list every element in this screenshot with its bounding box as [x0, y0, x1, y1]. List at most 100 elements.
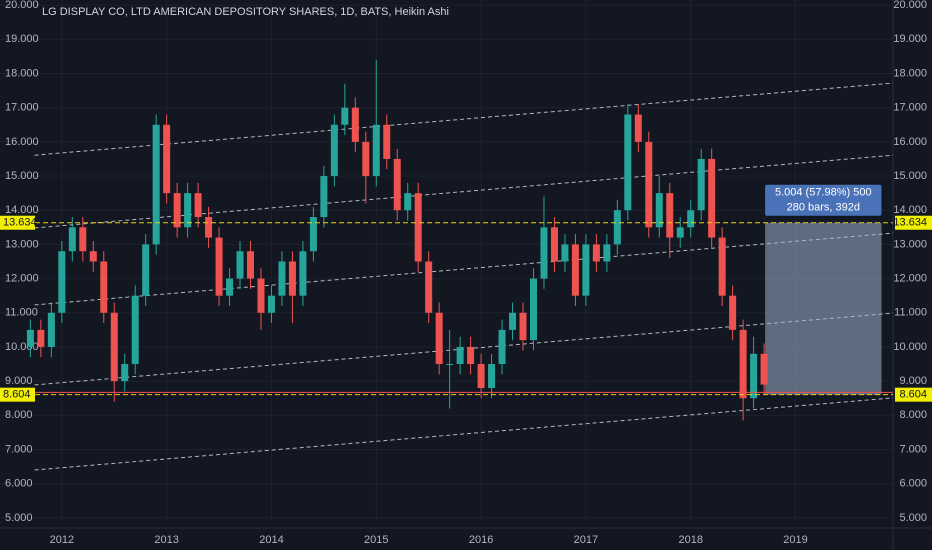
y-tick-label: 5.000: [5, 512, 33, 524]
candle-body: [634, 114, 642, 142]
price-label-bg: [0, 387, 35, 402]
candle-body: [47, 312, 55, 347]
measure-label: 280 bars, 392d: [787, 202, 860, 214]
y-tick-label: 16.000: [5, 136, 39, 148]
price-label: 8.604: [3, 389, 31, 401]
y-tick-label: 12.000: [5, 272, 39, 284]
price-label-bg-right: [895, 215, 932, 230]
candle-body: [299, 251, 307, 296]
candle-body: [26, 329, 34, 347]
candle-body: [582, 244, 590, 296]
trend-line: [34, 397, 894, 471]
y-tick-label-right: 18.000: [893, 67, 927, 79]
x-tick-label: 2015: [364, 534, 388, 546]
y-tick-label-right: 13.000: [893, 238, 927, 250]
candle-body: [110, 312, 118, 382]
measure-label-bg: [765, 184, 882, 216]
y-tick-label-right: 9.000: [899, 375, 927, 387]
y-tick-label: 20.000: [5, 0, 39, 11]
y-tick-label-right: 7.000: [899, 443, 927, 455]
candle-body: [404, 193, 412, 211]
y-tick-label: 6.000: [5, 478, 33, 490]
candle-body: [173, 193, 181, 228]
candle-body: [372, 124, 380, 177]
candle-body: [592, 244, 600, 262]
candle-body: [100, 261, 108, 313]
candle-body: [729, 295, 737, 330]
candle-body: [215, 237, 223, 296]
price-label-right: 13.634: [893, 217, 927, 229]
candle-body: [467, 346, 475, 365]
measure-box: [765, 222, 882, 395]
candle-body: [708, 158, 716, 238]
candle-body: [257, 278, 265, 313]
candle-body: [529, 278, 537, 341]
candle-body: [341, 107, 349, 125]
y-tick-label: 17.000: [5, 102, 39, 114]
candle-body: [131, 295, 139, 365]
y-tick-label-right: 11.000: [894, 307, 927, 319]
candle-body: [163, 124, 171, 194]
y-tick-label-right: 10.000: [893, 341, 927, 353]
candle-body: [383, 124, 391, 159]
candle-body: [121, 364, 129, 382]
x-tick-label: 2016: [469, 534, 493, 546]
candle-body: [571, 244, 579, 296]
candle-body: [425, 261, 433, 313]
candle-body: [288, 261, 296, 296]
y-tick-label: 11.000: [5, 307, 38, 319]
x-tick-label: 2012: [50, 534, 74, 546]
candle-body: [152, 124, 160, 245]
x-tick-label: 2014: [259, 534, 283, 546]
y-tick-label-right: 19.000: [893, 33, 927, 45]
candle-body: [603, 244, 611, 262]
trend-line: [34, 312, 894, 386]
candle-body: [330, 124, 338, 177]
candle-body: [655, 193, 663, 228]
candle-body: [509, 312, 517, 330]
price-label-bg: [0, 215, 35, 230]
candle-body: [362, 141, 370, 177]
candle-body: [550, 227, 558, 262]
candle-body: [561, 244, 569, 262]
y-tick-label-right: 14.000: [893, 204, 927, 216]
candle-body: [676, 227, 684, 238]
y-tick-label: 19.000: [5, 33, 39, 45]
y-tick-label: 7.000: [5, 443, 33, 455]
y-tick-label: 18.000: [5, 67, 39, 79]
candle-body: [247, 251, 255, 279]
candle-body: [760, 353, 768, 385]
candle-body: [488, 364, 496, 388]
measure-label: 5.004 (57.98%) 500: [775, 187, 872, 199]
y-tick-label-right: 12.000: [893, 272, 927, 284]
candle-body: [498, 329, 506, 365]
y-tick-label-right: 16.000: [893, 136, 927, 148]
candle-body: [278, 261, 286, 296]
y-tick-label-right: 6.000: [899, 478, 927, 490]
candle-body: [456, 346, 464, 365]
candle-body: [68, 227, 76, 252]
y-tick-label: 13.000: [5, 238, 39, 250]
price-label-bg-right: [895, 387, 932, 402]
y-tick-label: 15.000: [5, 170, 39, 182]
candle-body: [613, 210, 621, 245]
candle-body: [750, 353, 758, 399]
candle-body: [645, 141, 653, 228]
candle-body: [624, 114, 632, 211]
y-tick-label-right: 20.000: [893, 0, 927, 11]
candle-body: [194, 193, 202, 218]
candle-body: [226, 278, 234, 296]
x-tick-label: 2019: [783, 534, 807, 546]
y-tick-label-right: 5.000: [899, 512, 927, 524]
price-label-right: 8.604: [899, 389, 927, 401]
x-tick-label: 2013: [154, 534, 178, 546]
y-tick-label-right: 17.000: [893, 102, 927, 114]
candle-body: [739, 329, 747, 399]
y-tick-label: 14.000: [5, 204, 39, 216]
y-tick-label-right: 8.000: [899, 409, 927, 421]
candle-body: [446, 364, 454, 366]
candle-body: [718, 237, 726, 296]
x-tick-label: 2017: [574, 534, 598, 546]
candle-body: [89, 251, 97, 262]
